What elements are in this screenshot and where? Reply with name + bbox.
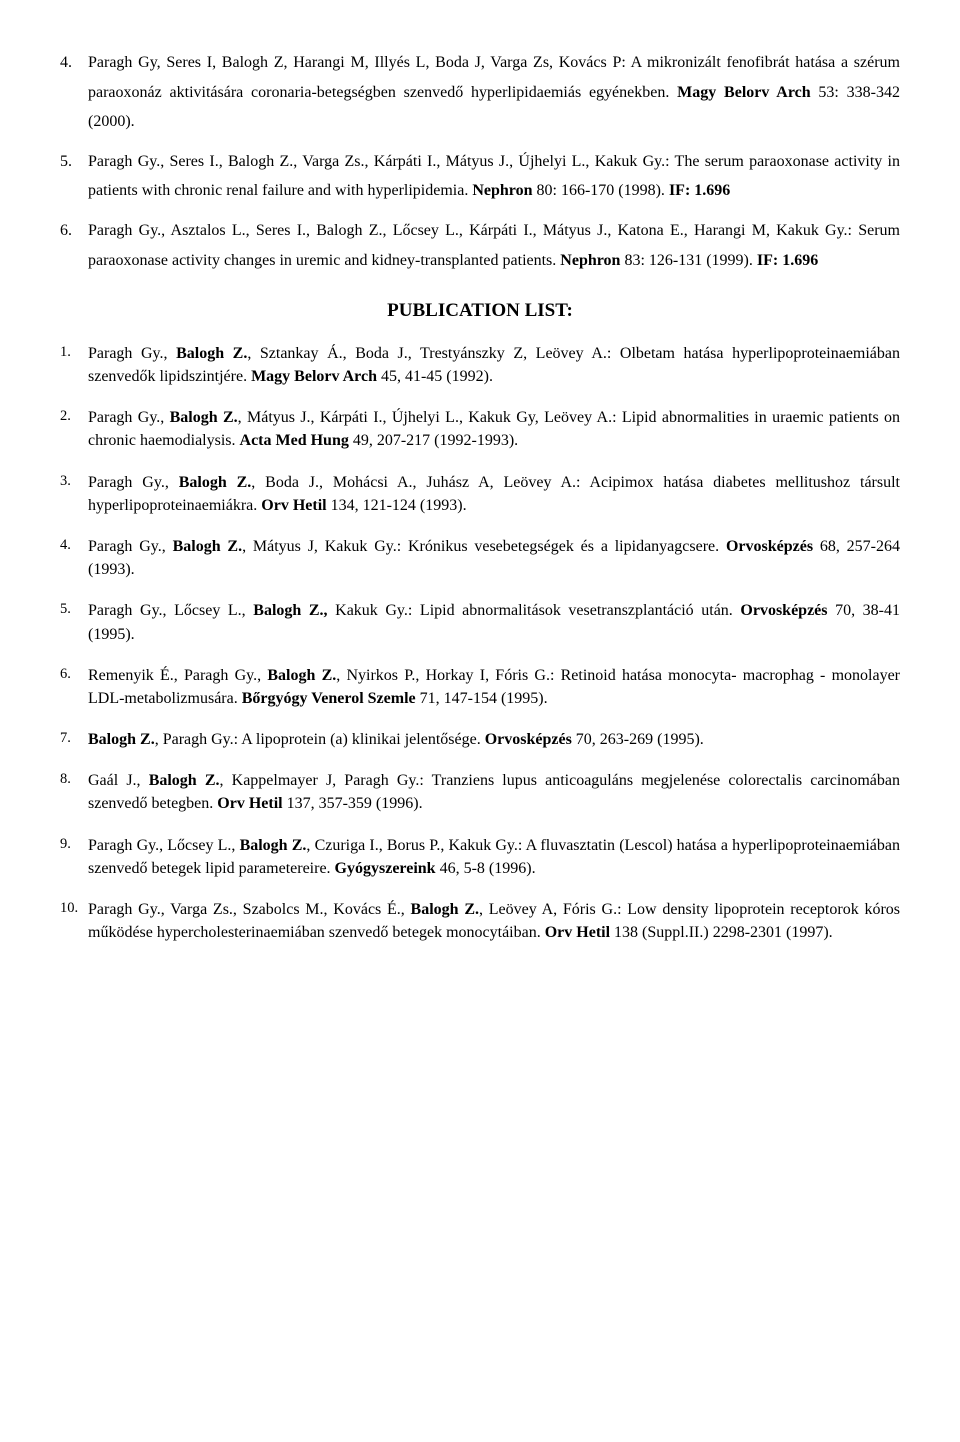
list-item: 10. Paragh Gy., Varga Zs., Szabolcs M., … bbox=[60, 898, 900, 944]
list-text: Paragh Gy., Balogh Z., Boda J., Mohácsi … bbox=[88, 474, 900, 514]
list-item: 4. Paragh Gy, Seres I, Balogh Z, Harangi… bbox=[60, 48, 900, 137]
list-text: Paragh Gy, Seres I, Balogh Z, Harangi M,… bbox=[88, 54, 900, 130]
list-number: 5. bbox=[60, 599, 71, 620]
list-number: 9. bbox=[60, 834, 71, 855]
list-text: Paragh Gy., Varga Zs., Szabolcs M., Ková… bbox=[88, 901, 900, 941]
list-item: 2. Paragh Gy., Balogh Z., Mátyus J., Kár… bbox=[60, 406, 900, 452]
list-text: Paragh Gy., Lőcsey L., Balogh Z., Kakuk … bbox=[88, 602, 900, 642]
top-list: 4. Paragh Gy, Seres I, Balogh Z, Harangi… bbox=[60, 48, 900, 275]
list-item: 6. Remenyik É., Paragh Gy., Balogh Z., N… bbox=[60, 664, 900, 710]
list-number: 7. bbox=[60, 728, 71, 749]
publication-list: 1. Paragh Gy., Balogh Z., Sztankay Á., B… bbox=[60, 342, 900, 945]
list-text: Paragh Gy., Balogh Z., Mátyus J, Kakuk G… bbox=[88, 538, 900, 578]
list-number: 10. bbox=[60, 898, 78, 919]
list-text: Paragh Gy., Seres I., Balogh Z., Varga Z… bbox=[88, 153, 900, 200]
list-item: 4. Paragh Gy., Balogh Z., Mátyus J, Kaku… bbox=[60, 535, 900, 581]
list-text: Remenyik É., Paragh Gy., Balogh Z., Nyir… bbox=[88, 667, 900, 707]
list-number: 3. bbox=[60, 471, 71, 492]
list-text: Gaál J., Balogh Z., Kappelmayer J, Parag… bbox=[88, 772, 900, 812]
list-text: Balogh Z., Paragh Gy.: A lipoprotein (a)… bbox=[88, 731, 704, 748]
list-item: 3. Paragh Gy., Balogh Z., Boda J., Mohác… bbox=[60, 471, 900, 517]
list-number: 6. bbox=[60, 216, 72, 246]
list-number: 1. bbox=[60, 342, 71, 363]
list-text: Paragh Gy., Balogh Z., Sztankay Á., Boda… bbox=[88, 345, 900, 385]
list-number: 2. bbox=[60, 406, 71, 427]
list-item: 6. Paragh Gy., Asztalos L., Seres I., Ba… bbox=[60, 216, 900, 275]
list-text: Paragh Gy., Balogh Z., Mátyus J., Kárpát… bbox=[88, 409, 900, 449]
section-title: PUBLICATION LIST: bbox=[60, 299, 900, 324]
list-number: 4. bbox=[60, 48, 72, 78]
list-item: 7. Balogh Z., Paragh Gy.: A lipoprotein … bbox=[60, 728, 900, 751]
list-number: 6. bbox=[60, 664, 71, 685]
list-text: Paragh Gy., Asztalos L., Seres I., Balog… bbox=[88, 222, 900, 269]
list-item: 1. Paragh Gy., Balogh Z., Sztankay Á., B… bbox=[60, 342, 900, 388]
list-item: 5. Paragh Gy., Lőcsey L., Balogh Z., Kak… bbox=[60, 599, 900, 645]
list-number: 8. bbox=[60, 769, 71, 790]
list-number: 4. bbox=[60, 535, 71, 556]
list-item: 9. Paragh Gy., Lőcsey L., Balogh Z., Czu… bbox=[60, 834, 900, 880]
list-number: 5. bbox=[60, 147, 72, 177]
list-item: 5. Paragh Gy., Seres I., Balogh Z., Varg… bbox=[60, 147, 900, 206]
list-item: 8. Gaál J., Balogh Z., Kappelmayer J, Pa… bbox=[60, 769, 900, 815]
list-text: Paragh Gy., Lőcsey L., Balogh Z., Czurig… bbox=[88, 837, 900, 877]
